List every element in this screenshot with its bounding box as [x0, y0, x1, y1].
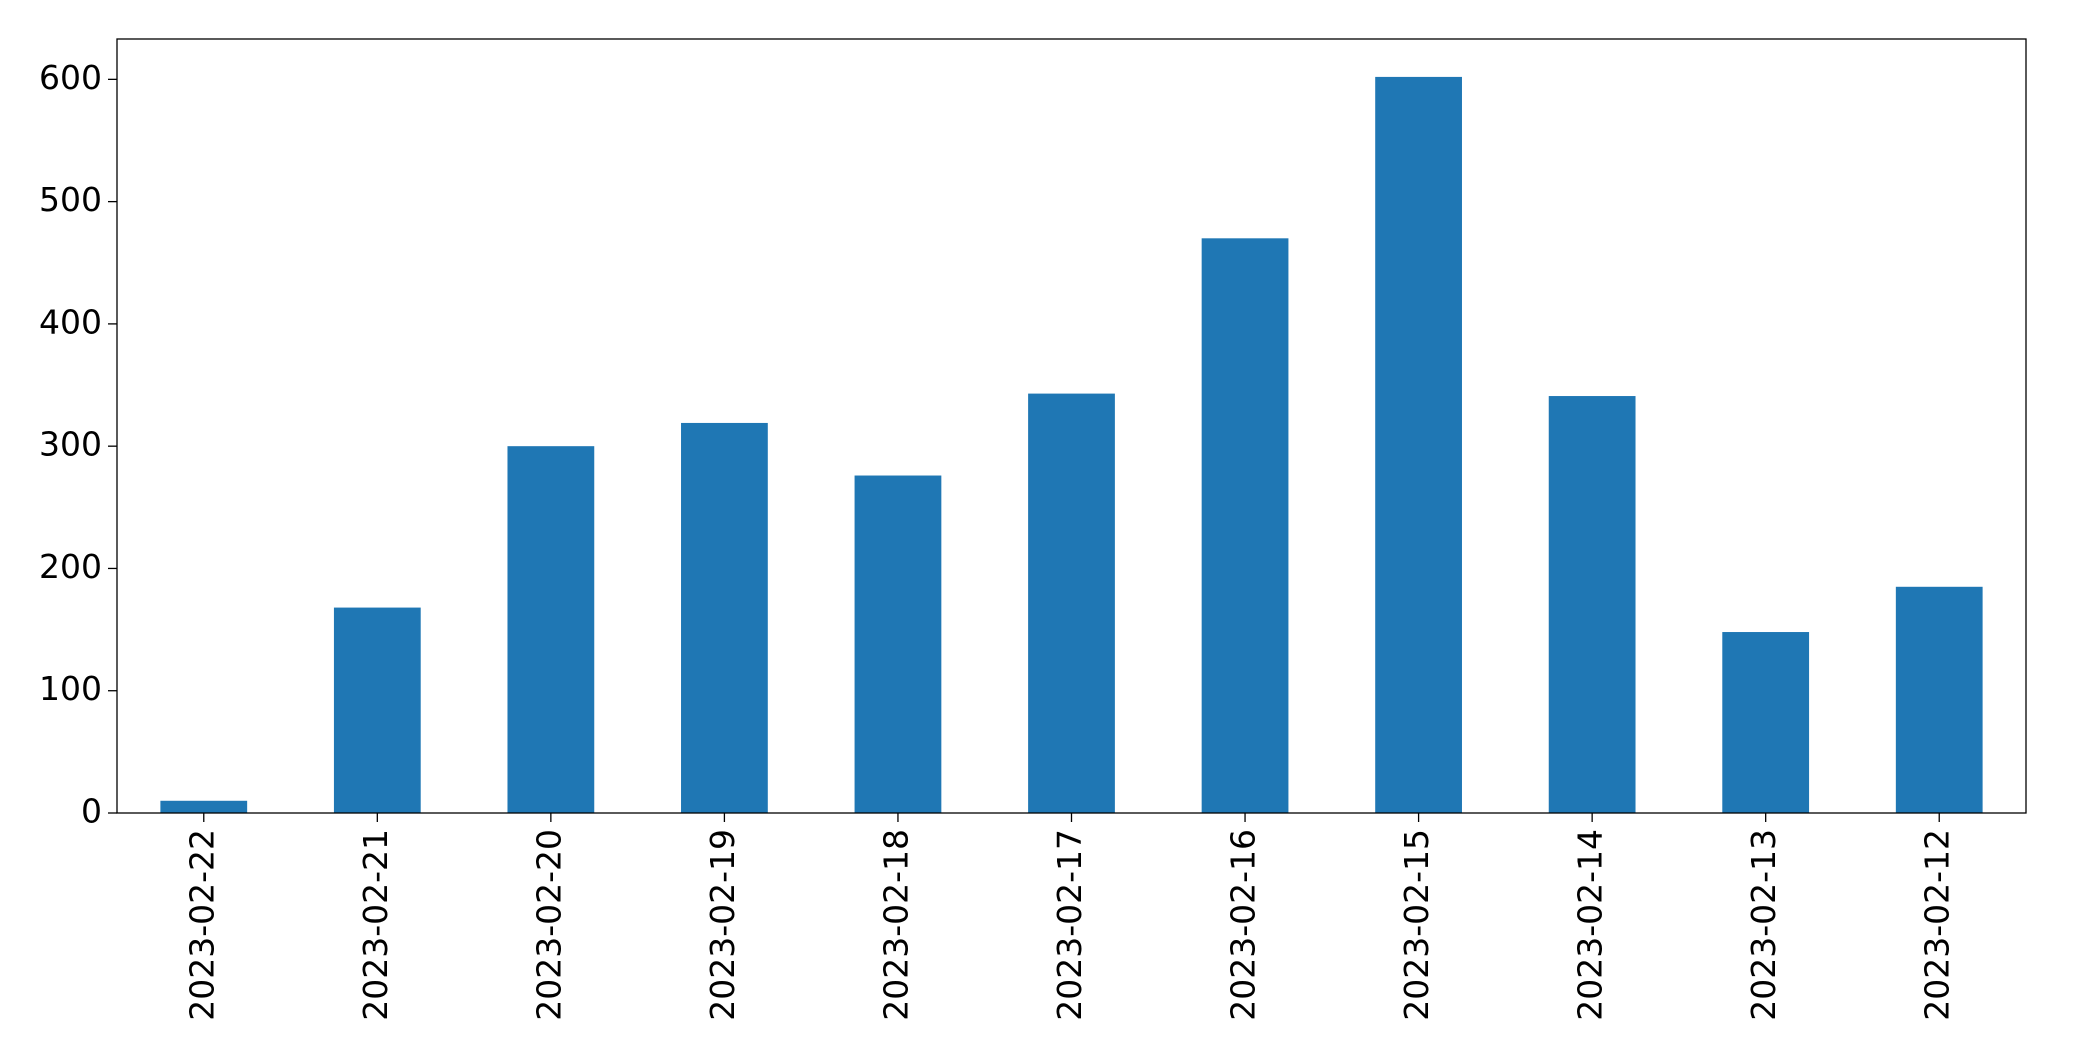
x-tick-label: 2023-02-16 [1224, 829, 1263, 1021]
bar [1895, 586, 1983, 813]
y-tick-label: 600 [39, 58, 102, 97]
x-tick-label: 2023-02-20 [529, 829, 568, 1021]
bar [507, 446, 595, 813]
bar [1375, 76, 1462, 813]
bar [160, 800, 248, 813]
x-tick-label: 2023-02-17 [1050, 829, 1089, 1021]
y-tick-label: 0 [81, 792, 102, 831]
bar [1722, 632, 1810, 813]
x-tick-label: 2023-02-15 [1397, 829, 1436, 1021]
y-tick-label: 300 [39, 425, 102, 464]
y-tick-label: 100 [39, 669, 102, 708]
axes-frame [116, 38, 2027, 814]
bar [1028, 393, 1115, 813]
y-tick-label: 500 [39, 180, 102, 219]
x-tick-label: 2023-02-18 [876, 829, 915, 1021]
x-tick-label: 2023-02-21 [356, 829, 395, 1021]
bar [1201, 238, 1289, 814]
x-tick-label: 2023-02-14 [1571, 829, 1610, 1021]
bar [854, 475, 942, 813]
x-tick-label: 2023-02-19 [703, 829, 742, 1021]
x-tick-label: 2023-02-22 [182, 829, 221, 1021]
y-tick-label: 200 [39, 547, 102, 586]
x-tick-label: 2023-02-12 [1918, 829, 1957, 1021]
bar [1548, 396, 1636, 813]
y-tick-label: 400 [39, 302, 102, 341]
bar [333, 607, 421, 813]
bar [681, 422, 768, 813]
x-tick-label: 2023-02-13 [1744, 829, 1783, 1021]
